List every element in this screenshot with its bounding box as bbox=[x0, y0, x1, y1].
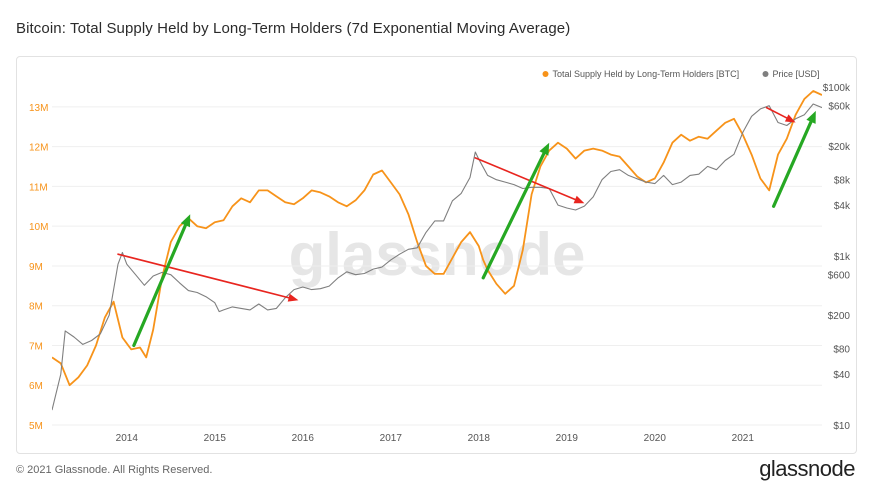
y-left-tick-label: 5M bbox=[29, 421, 43, 432]
green-arrow-shaft bbox=[481, 151, 546, 280]
legend: Price [USD] Total Supply Held by Long-Ter… bbox=[542, 69, 820, 79]
series-lines bbox=[52, 90, 822, 411]
y-left-tick-label: 13M bbox=[29, 103, 48, 114]
red-arrow-shaft bbox=[765, 106, 788, 119]
green-arrow-shaft bbox=[132, 223, 188, 348]
green-arrow-head bbox=[806, 110, 816, 124]
y-right-tick-label: $8k bbox=[834, 176, 851, 187]
y-right-tick-label: $40 bbox=[833, 370, 850, 381]
y-left-tick-label: 6M bbox=[29, 381, 43, 392]
legend-label: Total Supply Held by Long-Term Holders [… bbox=[553, 69, 740, 79]
glassnode-logo[interactable]: glassnode bbox=[759, 456, 855, 481]
y-right-tick-label: $20k bbox=[828, 142, 851, 153]
y-left-tick-label: 9M bbox=[29, 262, 43, 273]
red-arrow-shaft bbox=[117, 253, 290, 299]
red-arrow-head bbox=[784, 114, 796, 123]
y-right-tick-label: $100k bbox=[823, 83, 851, 94]
y-left-tick-label: 11M bbox=[29, 182, 48, 193]
x-tick-label: 2015 bbox=[204, 433, 227, 444]
legend-marker bbox=[542, 71, 549, 77]
y-left-tick-label: 7M bbox=[29, 341, 43, 352]
x-tick-label: 2017 bbox=[380, 433, 403, 444]
y-left-tick-label: 10M bbox=[29, 222, 48, 233]
y-right-axis: $10 $40 $80 $200 $600 $1k $4k $8k $20k $60k $100k bbox=[823, 83, 851, 432]
x-tick-label: 2021 bbox=[732, 433, 755, 444]
lth-supply-line bbox=[52, 90, 822, 387]
y-left-axis: 5M 6M 7M 8M 9M 10M 11M 12M 13M bbox=[29, 103, 48, 432]
red-arrow-head bbox=[573, 195, 585, 204]
footer-copyright: © 2021 Glassnode. All Rights Reserved. bbox=[16, 464, 213, 476]
legend-label: Price [USD] bbox=[773, 69, 820, 79]
y-right-tick-label: $10 bbox=[833, 421, 850, 432]
green-arrow-head bbox=[180, 214, 191, 228]
chart-panel: glassnode Price [USD] Total Supply Held b… bbox=[16, 56, 857, 454]
legend-marker bbox=[762, 71, 769, 77]
watermark: glassnode bbox=[289, 221, 586, 288]
y-right-tick-label: $80 bbox=[833, 345, 850, 356]
y-right-tick-label: $600 bbox=[828, 271, 851, 282]
price-line bbox=[52, 103, 822, 411]
y-right-tick-label: $60k bbox=[828, 102, 851, 113]
x-axis: 2014 2015 2016 2017 2018 2019 2020 2021 bbox=[116, 433, 755, 444]
chart-svg: glassnode Price [USD] Total Supply Held b… bbox=[29, 69, 851, 444]
red-arrow-head bbox=[287, 293, 299, 302]
x-tick-label: 2020 bbox=[644, 433, 667, 444]
y-right-tick-label: $1k bbox=[834, 252, 851, 263]
x-tick-label: 2019 bbox=[556, 433, 579, 444]
chart-title: Bitcoin: Total Supply Held by Long-Term … bbox=[16, 20, 571, 37]
x-tick-label: 2016 bbox=[292, 433, 315, 444]
x-tick-label: 2018 bbox=[468, 433, 491, 444]
x-tick-label: 2014 bbox=[116, 433, 139, 444]
y-right-tick-label: $200 bbox=[828, 311, 851, 322]
red-arrow-shaft bbox=[474, 157, 576, 201]
y-left-tick-label: 8M bbox=[29, 302, 43, 313]
green-arrow-head bbox=[539, 142, 550, 156]
annotation-arrows bbox=[117, 106, 816, 348]
y-left-tick-label: 12M bbox=[29, 143, 48, 154]
green-arrow-shaft bbox=[771, 120, 813, 208]
y-right-tick-label: $4k bbox=[834, 201, 851, 212]
